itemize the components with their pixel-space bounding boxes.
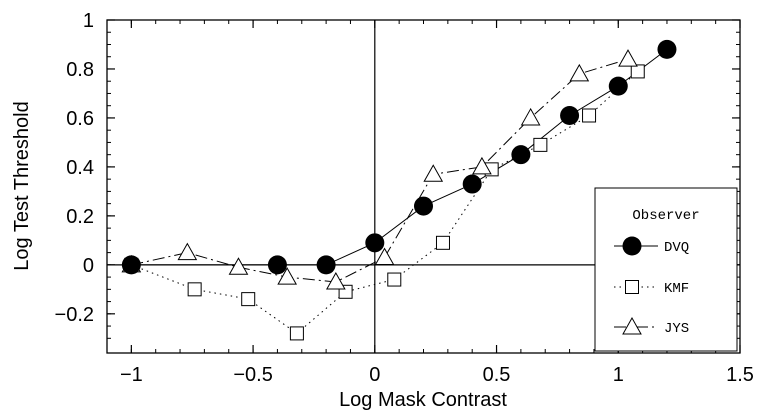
point-dvq <box>267 255 287 275</box>
y-tick-label: 0.6 <box>66 108 94 130</box>
point-jys <box>618 49 638 67</box>
series-line-jys <box>131 58 629 283</box>
x-tick-label: 1 <box>613 364 624 386</box>
point-kmf <box>187 282 202 297</box>
point-kmf <box>435 235 450 250</box>
point-dvq <box>608 76 628 96</box>
legend-label-kmf: KMF <box>664 281 689 297</box>
x-tick-label: −0.5 <box>233 364 272 386</box>
point-kmf <box>387 272 402 287</box>
legend-entries: DVQ KMF JYS <box>614 236 689 337</box>
point-dvq <box>657 39 677 59</box>
point-dvq <box>365 233 385 253</box>
point-jys <box>472 156 492 175</box>
legend-label-dvq: DVQ <box>664 240 689 256</box>
point-jys <box>177 242 198 261</box>
series-line-dvq <box>131 49 668 266</box>
y-tick-label: 0.2 <box>66 206 94 228</box>
x-tick-label: 1.5 <box>726 364 754 386</box>
y-tick-label: 0.4 <box>66 157 94 179</box>
x-tick-label: −1 <box>120 364 143 386</box>
point-dvq <box>316 255 336 275</box>
x-tick-label: 0.5 <box>483 364 511 386</box>
point-dvq <box>511 145 531 165</box>
point-jys <box>325 271 346 290</box>
y-tick-label: 1 <box>83 10 94 32</box>
y-axis-title: Log Test Threshold <box>11 101 33 270</box>
point-jys <box>277 267 298 285</box>
point-kmf <box>582 108 597 123</box>
point-kmf <box>289 326 304 341</box>
x-tick-label: 0 <box>369 364 380 386</box>
x-axis-title: Log Mask Contrast <box>339 389 507 411</box>
point-dvq <box>560 105 580 125</box>
y-tick-label: −0.2 <box>55 304 94 326</box>
point-kmf <box>533 137 548 152</box>
axis-ticks: −1 −0.5 0 0.5 1 1.5 −0.2 0 0.2 0.4 0.6 0.8 1 <box>55 10 754 386</box>
point-kmf <box>630 64 645 79</box>
point-dvq <box>414 196 433 216</box>
point-jys <box>520 107 541 126</box>
point-jys <box>423 164 444 182</box>
legend-marker-kmf <box>625 280 639 294</box>
legend-box <box>594 187 738 352</box>
point-kmf <box>241 292 256 307</box>
point-dvq <box>121 255 141 275</box>
point-dvq <box>462 174 482 194</box>
legend-marker-dvq <box>622 236 642 256</box>
point-jys <box>374 247 395 266</box>
point-jys <box>569 63 590 82</box>
legend-label-jys: JYS <box>664 321 689 337</box>
legend: Observer DVQ KMF JYS <box>594 187 738 352</box>
y-tick-label: 0.8 <box>66 59 94 81</box>
series-lines <box>131 49 668 335</box>
y-tick-label: 0 <box>83 255 94 277</box>
point-jys <box>228 257 249 275</box>
series-markers <box>121 39 677 341</box>
legend-marker-jys <box>622 316 642 335</box>
legend-title: Observer <box>632 208 699 224</box>
